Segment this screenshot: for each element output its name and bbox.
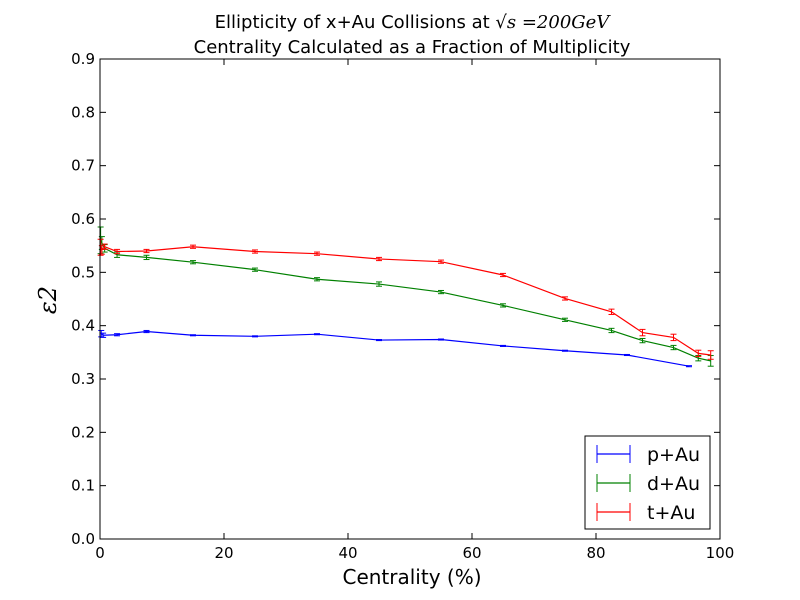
- error-bar-pau: [252, 335, 258, 338]
- error-bar-dau: [670, 344, 677, 351]
- chart-title-line-1: Ellipticity of x+Au Collisions at √s =20…: [215, 12, 612, 33]
- error-bar-tau: [143, 248, 150, 254]
- error-bar-tau: [608, 308, 615, 315]
- error-bar-tau: [190, 244, 196, 249]
- error-bar-dau: [143, 254, 150, 261]
- legend-entry-pau: p+Au: [596, 444, 700, 466]
- chart-title-math: √s =200GeV: [495, 12, 611, 33]
- error-bar-pau: [500, 344, 506, 347]
- legend-entry-dau: d+Au: [596, 473, 700, 495]
- legend-label-pau: p+Au: [647, 444, 700, 466]
- y-tick-label: 0.8: [71, 103, 95, 121]
- y-tick-label: 0.1: [71, 477, 95, 495]
- x-axis-label: Centrality (%): [342, 565, 481, 589]
- y-tick-label: 0.9: [71, 50, 95, 68]
- legend-label-dau: d+Au: [647, 473, 700, 495]
- error-bar-pau: [562, 349, 568, 352]
- series-tau: [97, 238, 714, 360]
- legend: p+Au d+Au t+Au: [584, 435, 711, 530]
- error-bar-dau: [438, 289, 444, 295]
- y-axis-label: ε2: [34, 286, 62, 314]
- axis-ticks: 0 20 40 60 80 100 0.0 0.1 0.2 0.3 0.4 0.5 0.6 0.7 0.8 0…: [71, 50, 734, 562]
- series-line-dau: [100, 240, 711, 362]
- y-tick-label: 0.5: [71, 263, 95, 281]
- error-bar-tau: [500, 272, 506, 278]
- error-bar-pau: [100, 332, 107, 338]
- error-bar-tau: [639, 328, 646, 337]
- x-tick-label: 0: [95, 544, 105, 562]
- error-bar-tau: [695, 349, 702, 358]
- x-tick-label: 40: [338, 544, 357, 562]
- error-bar-dau: [500, 303, 506, 308]
- error-bar-tau: [101, 243, 108, 250]
- error-bar-pau: [376, 339, 382, 342]
- series-pau: [98, 329, 692, 368]
- error-bar-pau: [190, 334, 196, 337]
- error-bar-pau: [314, 333, 320, 336]
- x-tick-label: 60: [462, 544, 481, 562]
- error-bar-tau: [438, 259, 444, 264]
- y-tick-label: 0.0: [71, 530, 95, 548]
- y-tick-label: 0.2: [71, 423, 95, 441]
- error-bar-dau: [190, 260, 196, 265]
- error-bar-tau: [707, 350, 714, 360]
- series-dau: [97, 226, 714, 367]
- error-bar-tau: [97, 238, 104, 256]
- error-bar-tau: [252, 249, 258, 254]
- error-bar-dau: [252, 267, 258, 272]
- legend-entry-tau: t+Au: [596, 502, 695, 524]
- x-tick-label: 20: [214, 544, 233, 562]
- data-series: [97, 226, 714, 368]
- x-tick-label: 80: [586, 544, 605, 562]
- chart-title-line-2: Centrality Calculated as a Fraction of M…: [194, 37, 631, 58]
- error-bar-dau: [562, 317, 568, 322]
- series-line-pau: [100, 330, 690, 367]
- error-bar-pau: [143, 329, 150, 334]
- error-bar-pau: [114, 333, 121, 337]
- error-bar-tau: [376, 256, 382, 262]
- error-bar-tau: [670, 333, 677, 342]
- error-bar-pau: [624, 353, 630, 357]
- x-tick-label: 100: [706, 544, 735, 562]
- y-tick-label: 0.7: [71, 157, 95, 175]
- chart-title-prefix: Ellipticity of x+Au Collisions at: [215, 12, 496, 33]
- y-tick-label: 0.3: [71, 370, 95, 388]
- error-bar-dau: [639, 337, 646, 344]
- series-line-tau: [100, 246, 711, 356]
- error-bar-dau: [376, 281, 382, 287]
- error-bar-tau: [114, 248, 121, 255]
- legend-label-tau: t+Au: [647, 502, 695, 524]
- plot-area-frame: [99, 58, 721, 540]
- error-bar-pau: [438, 338, 444, 341]
- error-bar-dau: [608, 327, 615, 334]
- error-bar-tau: [314, 251, 320, 256]
- error-bar-tau: [562, 296, 568, 301]
- error-bar-pau: [686, 365, 692, 368]
- y-tick-label: 0.6: [71, 210, 95, 228]
- error-bar-dau: [314, 277, 320, 282]
- y-tick-label: 0.4: [71, 317, 95, 335]
